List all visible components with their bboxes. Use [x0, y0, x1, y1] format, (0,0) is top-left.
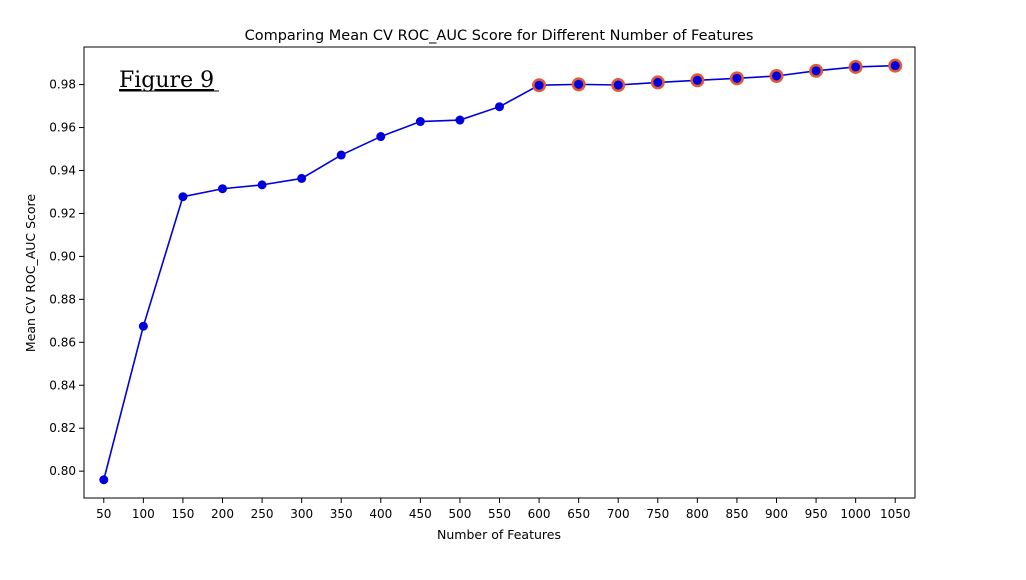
- y-tick-label: 0.80: [49, 464, 76, 478]
- data-point: [653, 77, 663, 87]
- x-tick-label: 50: [96, 507, 111, 521]
- x-tick-label: 150: [171, 507, 194, 521]
- y-tick-label: 0.84: [49, 378, 76, 392]
- data-point: [692, 75, 702, 85]
- x-tick-label: 1050: [880, 507, 911, 521]
- y-tick-label: 0.90: [49, 249, 76, 263]
- y-axis-label: Mean CV ROC_AUC Score: [23, 194, 38, 353]
- x-tick-label: 350: [330, 507, 353, 521]
- data-point: [178, 192, 188, 202]
- x-tick-label: 800: [686, 507, 709, 521]
- plot-frame: [83, 46, 916, 499]
- y-tick-label: 0.82: [49, 421, 76, 435]
- x-tick-label: 1000: [840, 507, 871, 521]
- data-point: [534, 80, 544, 90]
- y-tick-label: 0.94: [49, 163, 76, 177]
- data-point: [297, 173, 307, 183]
- x-tick-label: 900: [765, 507, 788, 521]
- x-tick-label: 100: [132, 507, 155, 521]
- x-tick-label: 950: [805, 507, 828, 521]
- series-line: [103, 64, 896, 480]
- x-tick-label: 650: [567, 507, 590, 521]
- data-point: [772, 71, 781, 81]
- x-tick-label: 500: [448, 507, 471, 521]
- y-tick-label: 0.96: [49, 121, 76, 135]
- y-tick-label: 0.92: [49, 206, 76, 220]
- data-point: [455, 115, 465, 125]
- x-tick-label: 550: [488, 507, 511, 521]
- x-tick-label: 700: [607, 507, 630, 521]
- data-point: [890, 61, 900, 71]
- x-tick-label: 200: [211, 507, 234, 521]
- data-point: [851, 62, 861, 72]
- data-point: [811, 66, 821, 76]
- data-point: [257, 180, 267, 190]
- series-layer: [99, 58, 903, 485]
- x-tick-label: 250: [251, 507, 274, 521]
- data-point: [99, 475, 109, 485]
- chart-title: Comparing Mean CV ROC_AUC Score for Diff…: [245, 28, 754, 44]
- y-tick-label: 0.88: [49, 292, 76, 306]
- data-point: [336, 150, 346, 160]
- y-tick-label: 0.98: [49, 78, 76, 92]
- y-tick-label: 0.86: [49, 335, 76, 349]
- x-tick-label: 450: [409, 507, 432, 521]
- data-point: [218, 184, 227, 194]
- y-axis-ticks: 0.80 0.82 0.84 0.86 0.88 0.90 0.92 0.94 0.96 0.98: [49, 78, 84, 478]
- x-tick-label: 400: [369, 507, 392, 521]
- data-point: [138, 321, 148, 331]
- x-tick-label: 750: [646, 507, 669, 521]
- data-point: [495, 102, 504, 112]
- data-point: [732, 73, 742, 83]
- x-tick-label: 850: [725, 507, 748, 521]
- x-tick-label: 600: [528, 507, 551, 521]
- data-point: [574, 79, 584, 89]
- data-point: [376, 132, 386, 142]
- x-tick-label: 300: [290, 507, 313, 521]
- figure-annotation: Figure 9: [119, 68, 214, 93]
- x-axis-ticks: 50 100 150 200 250 300 350 400 450 500 550 600 650 70…: [96, 498, 910, 521]
- data-point: [415, 117, 425, 127]
- x-axis-label: Number of Features: [437, 527, 561, 542]
- data-point: [613, 80, 623, 90]
